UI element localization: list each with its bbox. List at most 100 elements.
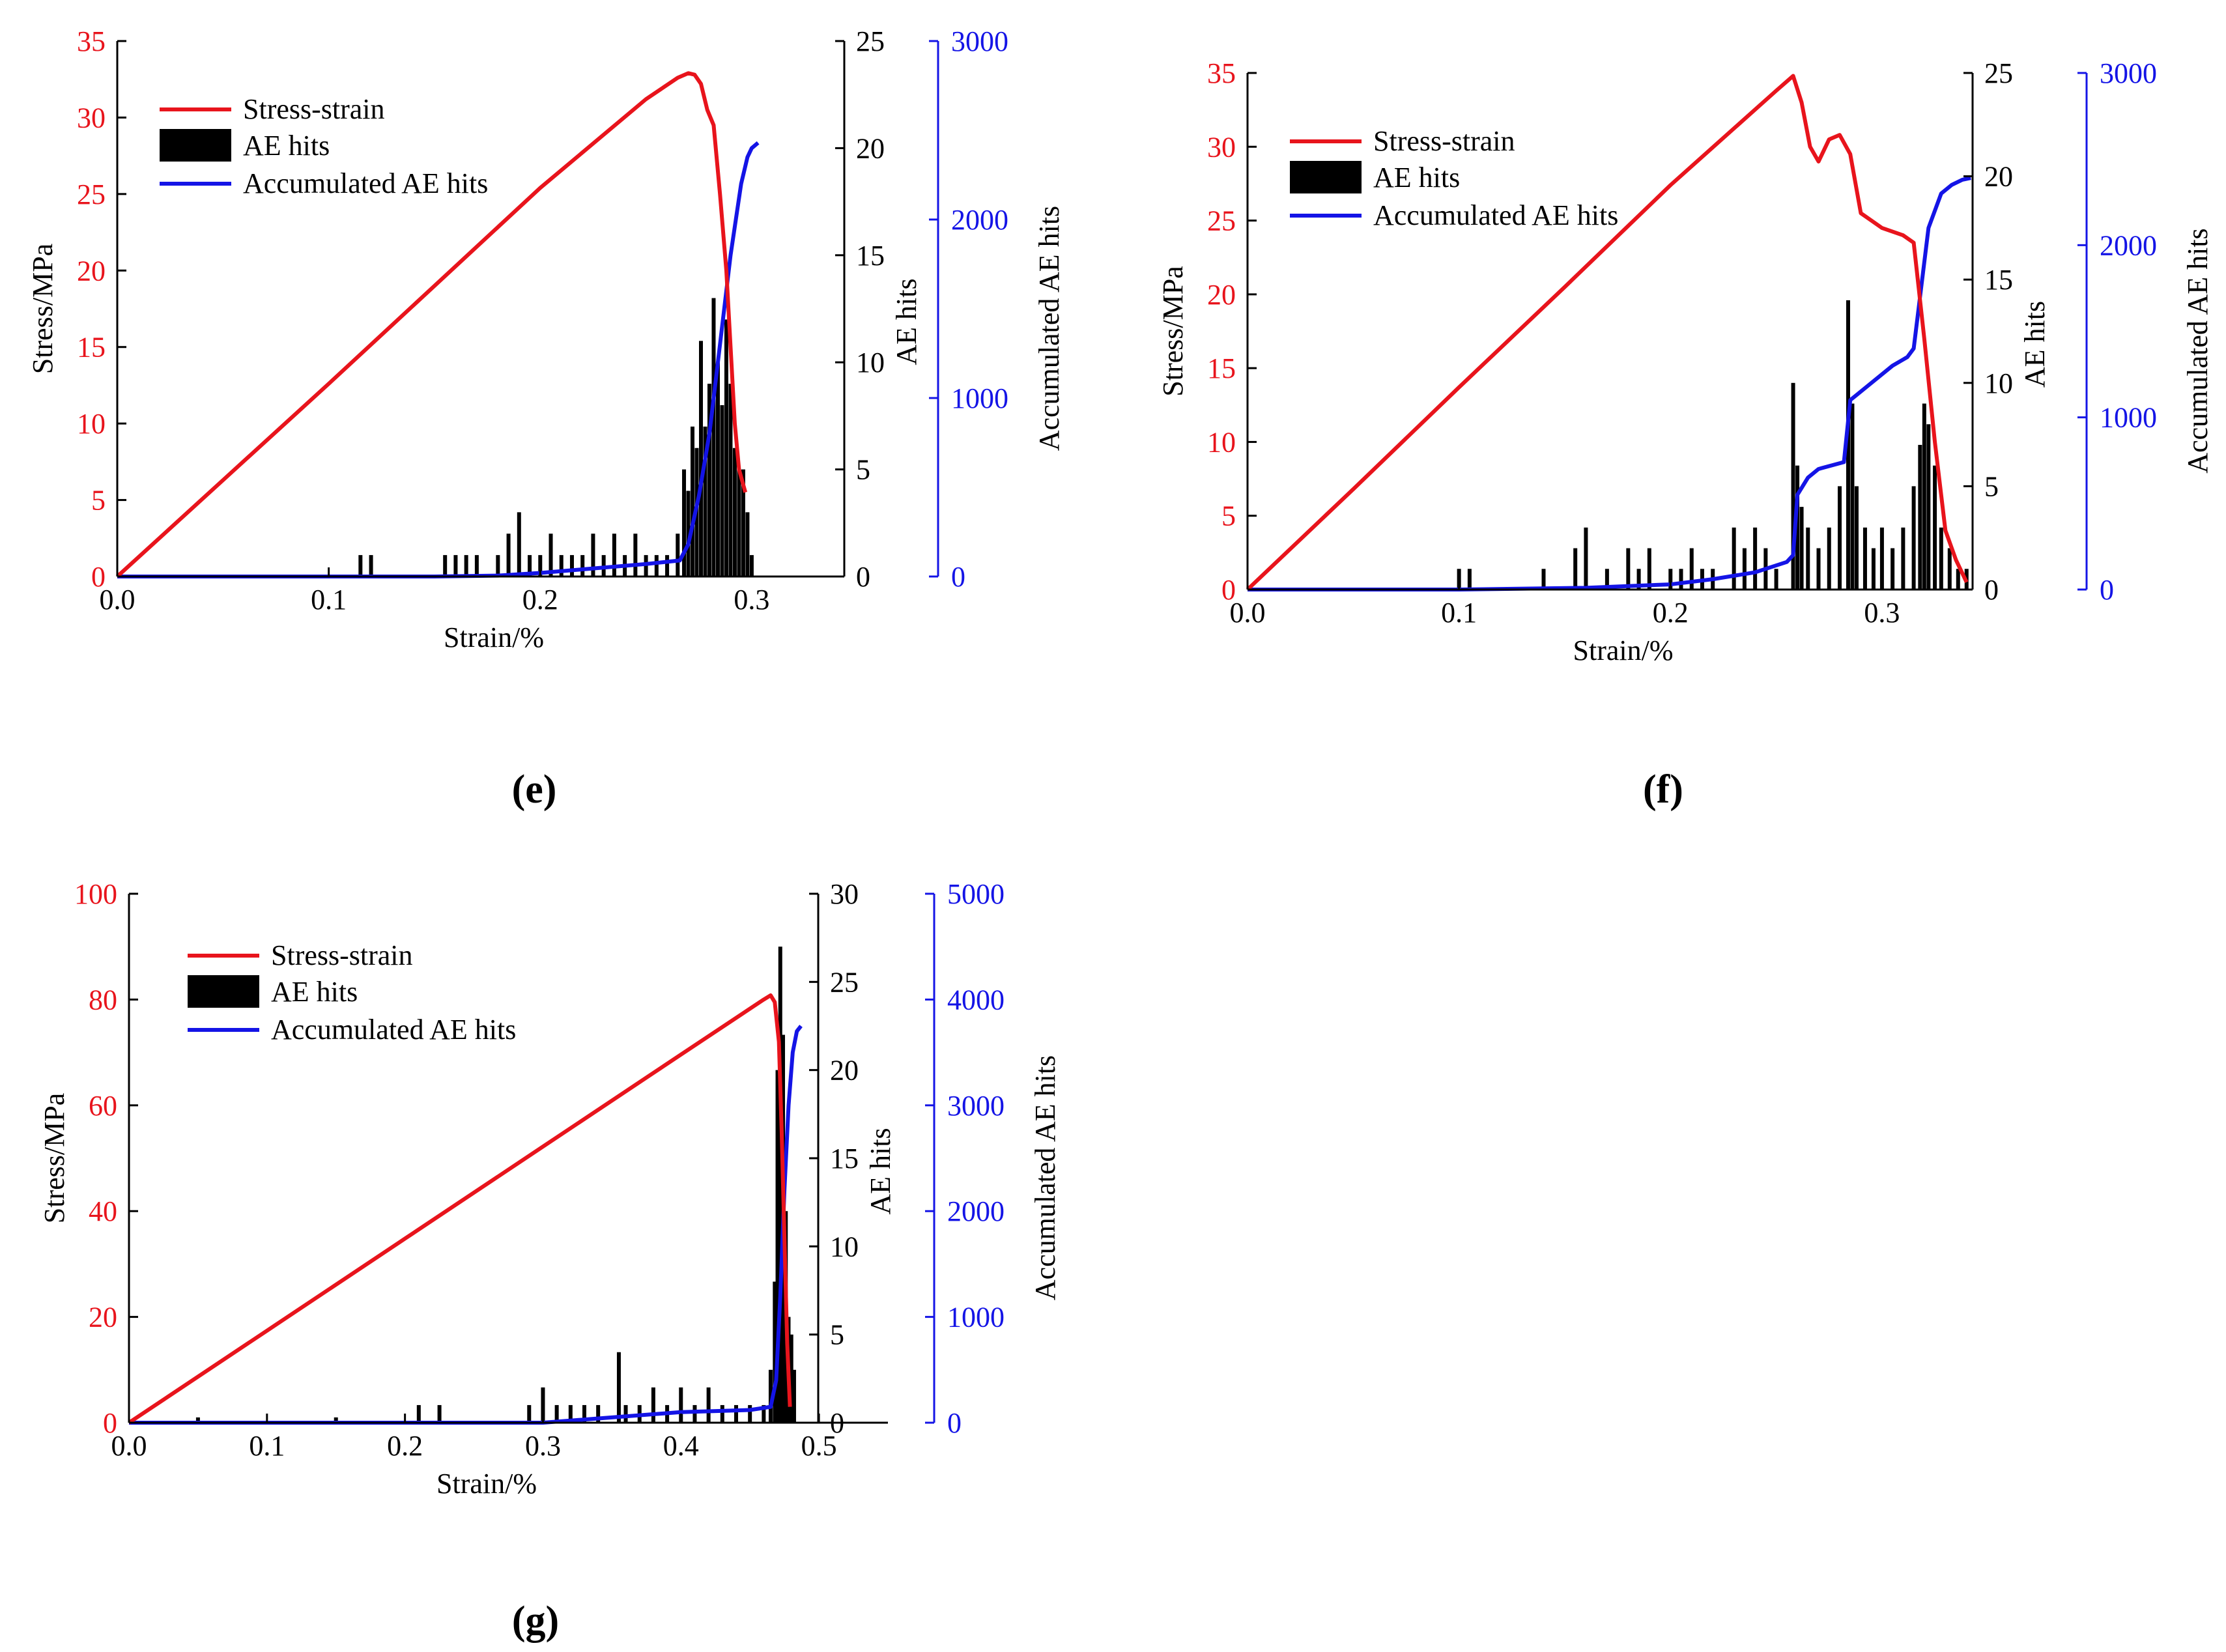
legend-swatch-hits — [160, 129, 231, 162]
ae-hits-bar — [1846, 300, 1850, 590]
accum-tick-label: 0 — [2100, 574, 2114, 606]
accum-axis-title: Accumulated AE hits — [1033, 206, 1065, 451]
legend-label-accum: Accumulated AE hits — [271, 1014, 516, 1046]
ae-hits-bar — [1742, 548, 1747, 590]
stress-tick-label: 30 — [77, 102, 106, 134]
hits-tick-label: 15 — [856, 240, 885, 272]
ae-hits-bar — [773, 1281, 777, 1423]
ae-hits-bar — [707, 384, 711, 577]
legend: Stress-strain AE hits Accumulated AE hits — [1290, 125, 1618, 231]
ae-hits-bar — [1947, 548, 1952, 590]
legend-label-accum: Accumulated AE hits — [1373, 199, 1618, 231]
accum-tick-label: 1000 — [951, 382, 1008, 414]
chart-panel-e: 0 5 10 15 20 25 30 35 Stress/MPa 0.0 0.1 0.2 0.3 Stra… — [27, 25, 1065, 812]
hits-axis-title: AE hits — [2019, 301, 2051, 388]
legend-label-hits: AE hits — [243, 130, 330, 162]
ae-hits-bar — [437, 1404, 442, 1423]
hits-tick-label: 5 — [856, 454, 870, 486]
ae-hits-bar — [1573, 548, 1578, 590]
ae-hits-bar — [737, 469, 741, 577]
ae-hits-bar — [734, 1404, 738, 1423]
legend: Stress-strain AE hits Accumulated AE hits — [160, 93, 488, 199]
stress-tick-label: 35 — [77, 25, 106, 57]
ae-hits-bar — [616, 1352, 621, 1423]
hits-tick-label: 15 — [1984, 264, 2013, 296]
ae-hits-bar — [1918, 444, 1922, 590]
ae-hits-bar — [775, 1070, 780, 1423]
accum-tick-label: 3000 — [2100, 57, 2157, 89]
stress-tick-label: 25 — [1207, 205, 1236, 237]
ae-hits-bar — [1541, 569, 1546, 590]
hits-tick-label: 20 — [830, 1055, 859, 1087]
ae-hits-bar — [1795, 465, 1800, 590]
ae-hits-bar — [1911, 486, 1916, 590]
stress-tick-label: 25 — [77, 178, 106, 210]
ae-hits-bar — [1689, 548, 1694, 590]
legend-label-hits: AE hits — [271, 976, 358, 1008]
hits-tick-label: 25 — [830, 966, 859, 998]
ae-hits-bar — [569, 555, 574, 577]
x-tick-label: 0.3 — [734, 584, 769, 616]
hits-tick-label: 0 — [856, 561, 870, 593]
accum-tick-label: 2000 — [2100, 229, 2157, 261]
ae-hits-bar — [682, 469, 687, 577]
hits-tick-label: 0 — [1984, 574, 1999, 606]
ae-hits-bar — [665, 555, 670, 577]
accum-tick-label: 0 — [947, 1407, 962, 1439]
stress-tick-label: 40 — [89, 1195, 117, 1227]
ae-hits-bar — [527, 1404, 532, 1423]
legend-label-hits: AE hits — [1373, 162, 1460, 193]
ae-hits-bar — [1879, 527, 1884, 590]
ae-hits-bar — [1891, 548, 1895, 590]
hits-tick-label: 20 — [1984, 161, 2013, 193]
ae-hits-bar — [1679, 569, 1683, 590]
x-tick-label: 0.1 — [311, 584, 347, 616]
ae-hits-bar — [195, 1417, 200, 1423]
x-axis-title: Strain/% — [1573, 634, 1674, 666]
ae-hits-bar — [679, 1387, 683, 1423]
ae-hits-bar — [768, 1369, 773, 1423]
ae-hits-bar — [1584, 527, 1588, 590]
x-tick-label: 0.2 — [1653, 597, 1689, 629]
x-tick-label: 0.1 — [249, 1430, 285, 1462]
legend-swatch-hits — [188, 975, 259, 1008]
ae-hits-bar — [741, 469, 745, 577]
ae-hits-bar — [596, 1404, 601, 1423]
hits-tick-label: 10 — [856, 347, 885, 378]
hits-axis-title: AE hits — [891, 278, 922, 365]
ae-hits-bar — [1933, 465, 1937, 590]
stress-tick-label: 80 — [89, 984, 117, 1016]
stress-strain-line — [115, 71, 748, 578]
ae-hits-bar — [1806, 527, 1810, 590]
stress-tick-label: 5 — [91, 485, 106, 517]
ae-hits-bar — [528, 555, 532, 577]
hits-tick-label: 10 — [1984, 367, 2013, 399]
panel-label: (f) — [1643, 767, 1683, 812]
ae-hits-bar — [745, 512, 750, 577]
hits-tick-label: 10 — [830, 1231, 859, 1262]
ae-hits-bar — [549, 534, 553, 577]
ae-hits-bar — [720, 1404, 724, 1423]
stress-tick-label: 20 — [1207, 279, 1236, 311]
stress-tick-label: 0 — [1221, 574, 1236, 606]
ae-hits-bar — [1871, 548, 1876, 590]
chart-panel-f: 0 5 10 15 20 25 30 35 Stress/MPa 0.0 0.1 0.2 0.3 Stra… — [1157, 57, 2214, 812]
ae-hits-bar — [474, 555, 479, 577]
x-tick-label: 0.5 — [801, 1430, 837, 1462]
ae-hits-bar — [1626, 548, 1631, 590]
accum-tick-label: 1000 — [2100, 402, 2157, 434]
ae-hits-bar — [416, 1404, 421, 1423]
panel-label: (g) — [512, 1599, 559, 1643]
x-axis-title: Strain/% — [436, 1468, 537, 1500]
stress-tick-label: 100 — [74, 878, 117, 910]
ae-hits-bar — [715, 362, 720, 577]
stress-tick-label: 10 — [1207, 426, 1236, 458]
ae-hits-bar — [732, 448, 737, 577]
ae-hits-bar — [443, 555, 448, 577]
hits-tick-label: 5 — [830, 1319, 844, 1351]
legend: Stress-strain AE hits Accumulated AE hits — [188, 939, 516, 1046]
accumulated-ae-hits-line — [117, 141, 760, 578]
ae-hits-bar — [1862, 527, 1867, 590]
stress-axis-title: Stress/MPa — [38, 1093, 70, 1223]
